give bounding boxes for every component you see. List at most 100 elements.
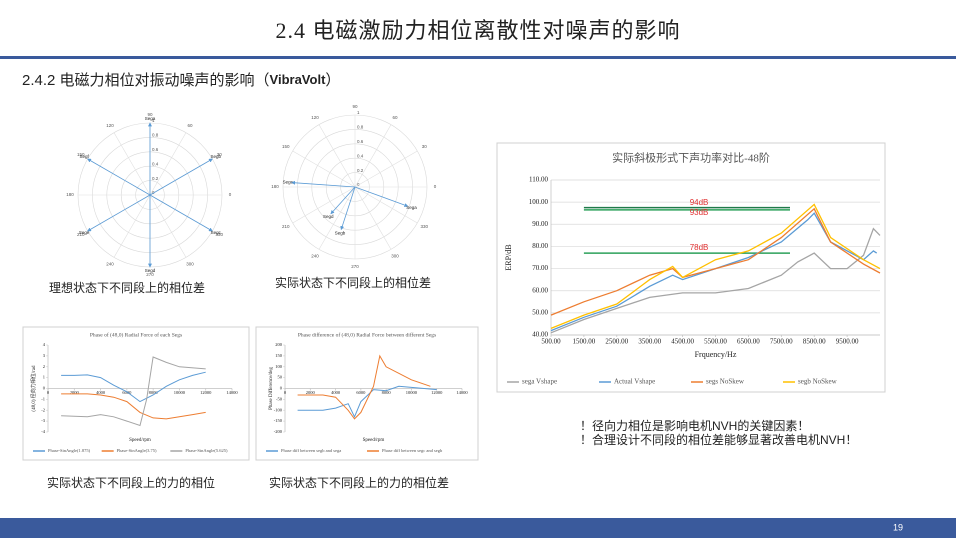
angle-tick-label: 210 <box>77 232 85 237</box>
polar-spoke <box>113 194 151 258</box>
y-tick-label: -150 <box>274 418 283 423</box>
x-tick-label: 500.00 <box>541 338 561 346</box>
subtitle-end: ） <box>325 72 340 89</box>
angle-tick-label: 300 <box>391 253 399 258</box>
polar-spoke <box>113 132 151 196</box>
angle-tick-label: 150 <box>77 152 85 157</box>
x-tick-label: 12000 <box>431 390 443 395</box>
polar-spoke <box>354 124 392 188</box>
angle-tick-label: 30 <box>217 152 223 157</box>
angle-tick-label: 0 <box>229 192 232 197</box>
x-tick-label: 4000 <box>331 390 341 395</box>
x-tick-label: 7500.00 <box>770 338 793 346</box>
x-axis-label: Speed/rpm <box>363 438 385 443</box>
y-tick-label: -2 <box>41 407 45 412</box>
x-tick-label: 14000 <box>226 390 238 395</box>
subtitle-tool: VibraVolt <box>270 72 327 87</box>
radial-tick-label: 0.2 <box>152 176 159 181</box>
angle-tick-label: 270 <box>146 272 154 277</box>
note: ！合理设计不同段的相位差能够显著改善电机NVH！ <box>580 432 857 447</box>
y-tick-label: -3 <box>41 418 45 423</box>
radial-tick-label: 1 <box>357 110 360 115</box>
series-line <box>550 203 881 330</box>
y-tick-label: 50.00 <box>532 308 548 316</box>
phase-vector <box>149 194 213 232</box>
vector-label: Segc <box>211 230 222 235</box>
series-line <box>61 371 206 403</box>
x-tick-label: 2000 <box>70 390 80 395</box>
legend-label: segb NoSkew <box>798 378 838 386</box>
vector-label: Segd <box>145 268 156 273</box>
y-axis-label: Phase Difference/deg <box>269 367 274 410</box>
x-tick-label: 9500.00 <box>836 338 859 346</box>
x-tick-label: 5500.00 <box>704 338 727 346</box>
radial-tick-label: 0.2 <box>357 168 364 173</box>
polar-spoke <box>292 186 356 224</box>
title-rule <box>0 56 956 59</box>
y-tick-label: 100 <box>275 364 283 369</box>
y-tick-label: 2 <box>43 364 45 369</box>
radial-tick-label: 0.4 <box>152 161 159 166</box>
chart-title: Phase difference of (48,0) Radial Force … <box>298 331 436 338</box>
series-line <box>297 354 431 420</box>
annotation: 93dB <box>690 208 709 217</box>
polar-spoke <box>149 132 187 196</box>
y-tick-label: 70.00 <box>532 264 548 272</box>
angle-tick-label: 120 <box>106 123 114 128</box>
chart-title: Phase of (48,0) Radial Force of each Seg… <box>90 331 182 338</box>
vector-label: Sega <box>406 205 417 210</box>
polar-spoke <box>149 194 187 258</box>
x-tick-label: 12000 <box>200 390 212 395</box>
vector-label: Segb <box>211 154 222 159</box>
legend-label: Phase diff between segc and segb <box>382 448 443 453</box>
y-tick-label: 150 <box>275 353 283 358</box>
phase-vector <box>340 186 356 231</box>
vector-label: Sege <box>79 230 90 235</box>
vector-label: Segd <box>323 214 334 219</box>
angle-tick-label: 180 <box>271 184 279 189</box>
phase-vector <box>87 158 151 196</box>
polar-spoke <box>292 150 356 188</box>
x-axis-label: Speed/rpm <box>129 438 151 443</box>
subtitle: 2.4.2 电磁力相位对振动噪声的影响（VibraVolt） <box>22 71 340 89</box>
polar-caption: 实际状态下不同段上的相位差 <box>275 275 431 290</box>
radial-tick-label: 0.4 <box>357 153 364 158</box>
x-tick-label: 8000 <box>149 390 159 395</box>
chart-frame <box>255 326 479 461</box>
chart-frame <box>22 326 250 461</box>
angle-tick-label: 330 <box>421 224 429 229</box>
radial-tick-label: 0.6 <box>357 139 364 144</box>
y-tick-label: -1 <box>41 396 45 401</box>
x-tick-label: 0 <box>47 390 50 395</box>
y-tick-label: 60.00 <box>532 286 548 294</box>
angle-tick-label: 0 <box>434 184 437 189</box>
x-tick-label: 6000 <box>356 390 366 395</box>
angle-tick-label: 210 <box>282 224 290 229</box>
subtitle-text: 2.4.2 电磁力相位对振动噪声的影响（ <box>22 71 270 89</box>
angle-tick-label: 60 <box>187 123 193 128</box>
legend-label: Phase diff between segb and sega <box>281 448 341 453</box>
y-tick-label: -100 <box>274 407 283 412</box>
radial-tick-label: 0.6 <box>152 147 159 152</box>
phase-vector <box>149 158 213 196</box>
x-tick-label: 6500.00 <box>737 338 760 346</box>
x-tick-label: 8000 <box>382 390 392 395</box>
angle-tick-label: 90 <box>147 112 153 117</box>
legend-label: Phase-SinAngle(3.75) <box>117 448 157 453</box>
vector-label: Sega <box>145 116 156 121</box>
legend-label: Actual Vshape <box>614 378 655 386</box>
x-tick-label: 10000 <box>406 390 418 395</box>
annotation: 78dB <box>690 243 709 252</box>
y-tick-label: 80.00 <box>532 242 548 250</box>
y-tick-label: -50 <box>276 396 283 401</box>
series-line <box>61 356 206 427</box>
phase-vector <box>330 186 356 215</box>
radial-tick-label: 1 <box>152 118 155 123</box>
chart-caption: 实际状态下不同段上的力的相位差 <box>269 475 449 490</box>
y-axis-label: ERP/dB <box>504 244 513 270</box>
x-tick-label: 8500.00 <box>803 338 826 346</box>
x-tick-label: 4500.00 <box>671 338 694 346</box>
angle-tick-label: 120 <box>311 115 319 120</box>
phase-vector <box>354 186 409 207</box>
